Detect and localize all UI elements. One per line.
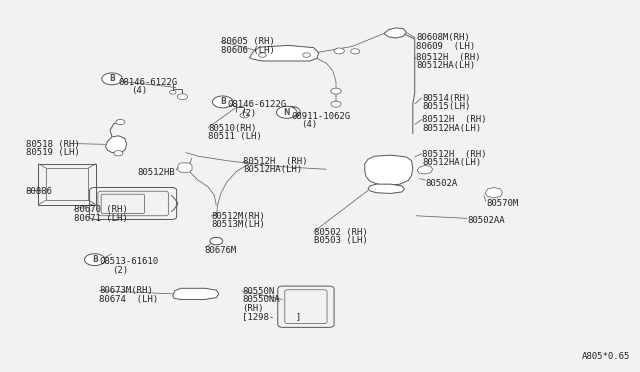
Text: 80670 (RH): 80670 (RH) — [74, 205, 127, 214]
Polygon shape — [250, 45, 319, 61]
Text: (4): (4) — [131, 86, 147, 95]
Circle shape — [210, 237, 223, 245]
Text: [1298-    ]: [1298- ] — [242, 312, 301, 321]
Circle shape — [351, 49, 360, 54]
Text: 08146-6122G: 08146-6122G — [227, 100, 286, 109]
Text: 80671 (LH): 80671 (LH) — [74, 214, 127, 222]
Text: 80511 (LH): 80511 (LH) — [208, 132, 262, 141]
Circle shape — [177, 94, 188, 100]
Text: B0503 (LH): B0503 (LH) — [314, 236, 367, 245]
Bar — [38, 164, 96, 205]
Text: 80550N: 80550N — [242, 287, 274, 296]
Text: 80608M(RH): 80608M(RH) — [416, 33, 470, 42]
Polygon shape — [384, 28, 406, 38]
Circle shape — [331, 88, 341, 94]
Text: 80886: 80886 — [26, 187, 52, 196]
Polygon shape — [368, 184, 404, 193]
Text: 80512HA(LH): 80512HA(LH) — [422, 158, 481, 167]
Text: 80510(RH): 80510(RH) — [208, 124, 257, 132]
Text: 08146-6122G: 08146-6122G — [118, 78, 177, 87]
Text: 80512H  (RH): 80512H (RH) — [422, 150, 487, 158]
Text: 80514(RH): 80514(RH) — [422, 94, 471, 103]
Text: 80512H  (RH): 80512H (RH) — [243, 157, 308, 166]
Text: 80609  (LH): 80609 (LH) — [416, 42, 475, 51]
Polygon shape — [106, 136, 127, 153]
Text: 80550NA: 80550NA — [242, 295, 280, 304]
Circle shape — [102, 73, 122, 85]
Text: N: N — [288, 107, 294, 116]
Text: 80605 (RH): 80605 (RH) — [221, 37, 275, 46]
Text: 80502 (RH): 80502 (RH) — [314, 228, 367, 237]
Circle shape — [212, 96, 233, 108]
Circle shape — [303, 53, 310, 57]
Circle shape — [84, 254, 105, 266]
Text: B: B — [109, 74, 115, 83]
Text: 08513-61610: 08513-61610 — [99, 257, 158, 266]
Text: 80502AA: 80502AA — [467, 216, 505, 225]
Polygon shape — [178, 163, 192, 172]
Text: 80502A: 80502A — [426, 179, 458, 187]
Polygon shape — [173, 288, 219, 299]
Text: 80512HA(LH): 80512HA(LH) — [416, 61, 475, 70]
Text: 80674  (LH): 80674 (LH) — [99, 295, 158, 304]
Text: (2): (2) — [112, 266, 128, 275]
Text: 80676M: 80676M — [205, 246, 237, 254]
Text: 80519 (LH): 80519 (LH) — [26, 148, 79, 157]
Circle shape — [259, 53, 266, 57]
Polygon shape — [417, 166, 433, 174]
Text: (RH): (RH) — [242, 304, 264, 312]
Text: 80512HB: 80512HB — [138, 168, 175, 177]
Text: 80512M(RH): 80512M(RH) — [211, 212, 265, 221]
Circle shape — [276, 106, 297, 118]
Text: 80512HA(LH): 80512HA(LH) — [243, 165, 302, 174]
Text: 80512H  (RH): 80512H (RH) — [416, 53, 481, 62]
Text: N: N — [284, 108, 290, 117]
Bar — [46, 168, 88, 200]
Circle shape — [240, 113, 249, 118]
Polygon shape — [485, 187, 502, 198]
Text: 80518 (RH): 80518 (RH) — [26, 140, 79, 148]
Circle shape — [170, 90, 176, 94]
Polygon shape — [365, 155, 413, 185]
Circle shape — [334, 48, 344, 54]
Circle shape — [116, 119, 125, 125]
Text: (2): (2) — [240, 109, 256, 118]
Text: (4): (4) — [301, 120, 317, 129]
Text: 08911-1062G: 08911-1062G — [291, 112, 350, 121]
Circle shape — [282, 106, 300, 117]
Text: 80512HA(LH): 80512HA(LH) — [422, 124, 481, 132]
Text: 80606 (LH): 80606 (LH) — [221, 46, 275, 55]
Text: 80512H  (RH): 80512H (RH) — [422, 115, 487, 124]
Text: 80570M: 80570M — [486, 199, 518, 208]
Text: B: B — [92, 255, 97, 264]
Text: 80515(LH): 80515(LH) — [422, 102, 471, 111]
Text: 80673M(RH): 80673M(RH) — [99, 286, 153, 295]
Text: A805*0.65: A805*0.65 — [582, 352, 630, 361]
Circle shape — [114, 151, 123, 156]
Text: B: B — [220, 97, 225, 106]
Circle shape — [331, 101, 341, 107]
Text: 80513M(LH): 80513M(LH) — [211, 220, 265, 229]
